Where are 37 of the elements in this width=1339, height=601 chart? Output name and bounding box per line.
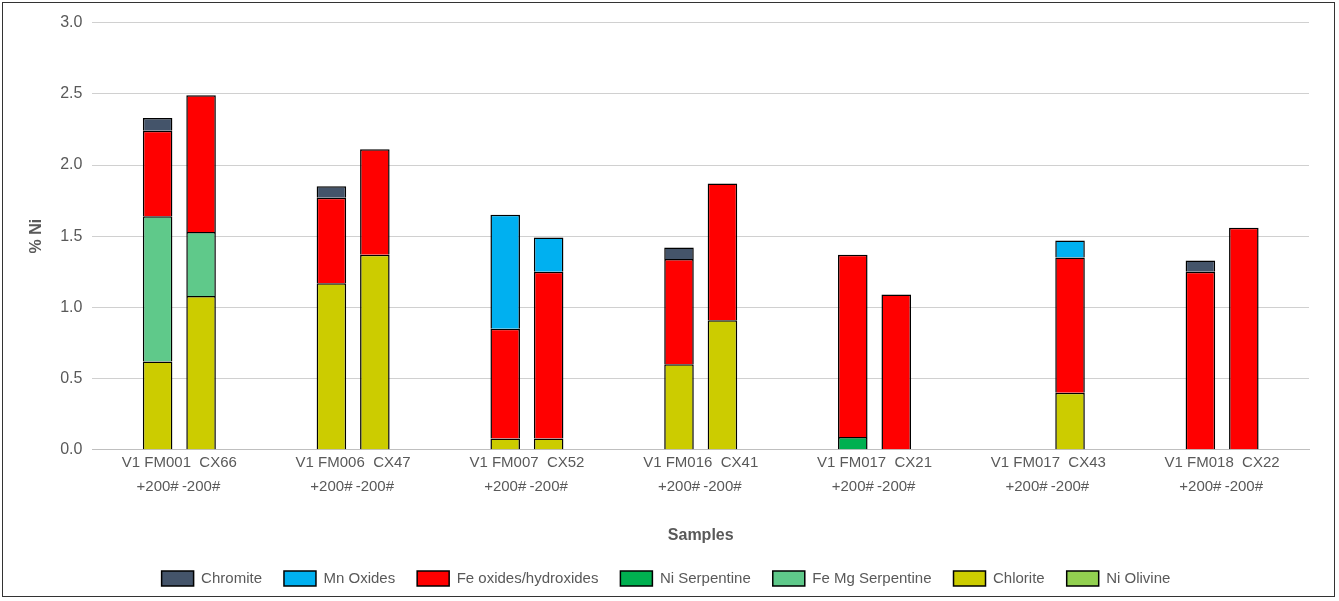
text: V1 FM018 CX22 [1164, 452, 1280, 470]
x-tick-label: +200# [831, 476, 875, 494]
y-tick-label: 0.0 [60, 440, 83, 458]
y-tick-label: 1.0 [60, 297, 83, 315]
text: V1 FM017 CX43 [990, 452, 1106, 470]
text: V1 FM006 CX47 [295, 452, 411, 470]
x-tick-label: +200# [136, 476, 180, 494]
y-tick-label: 0.5 [60, 369, 83, 387]
x-tick-label: +200# [1005, 476, 1049, 494]
legend-label: Fe Mg Serpentine [812, 568, 932, 586]
x-tick-label: +200# [657, 476, 701, 494]
text: V1 FM001 CX66 [121, 452, 237, 470]
legend-label: Ni Serpentine [659, 568, 751, 586]
x-tick-label: -200# [703, 476, 743, 494]
text: V1 FM017 CX21 [816, 452, 933, 470]
x-tick-label: -200# [355, 476, 395, 494]
x-tick-label: -200# [1224, 476, 1264, 494]
y-tick-label: 3.0 [60, 13, 83, 31]
y-axis-title: % Ni [27, 218, 45, 254]
y-tick-label: 2.0 [60, 155, 83, 173]
x-tick-label: -200# [1050, 476, 1090, 494]
legend-label: Ni Olivine [1106, 568, 1171, 586]
x-tick-label: -200# [877, 476, 917, 494]
legend-label: Chromite [201, 568, 262, 586]
y-tick-label: 2.5 [60, 84, 83, 102]
legend-label: Fe oxides/hydroxides [456, 568, 599, 586]
y-tick-label: 1.5 [60, 226, 83, 244]
text: V1 FM016 CX41 [643, 452, 759, 470]
x-tick-label: +200# [484, 476, 527, 494]
x-tick-label: -200# [529, 476, 569, 494]
legend-label: Chlorite [993, 568, 1045, 586]
x-tick-label: -200# [181, 476, 221, 494]
legend-label: Mn Oxides [323, 568, 396, 586]
x-tick-label: +200# [310, 476, 354, 494]
x-tick-label: +200# [1179, 476, 1223, 494]
text: V1 FM007 CX52 [469, 452, 585, 470]
x-axis-title: Samples [667, 525, 734, 543]
